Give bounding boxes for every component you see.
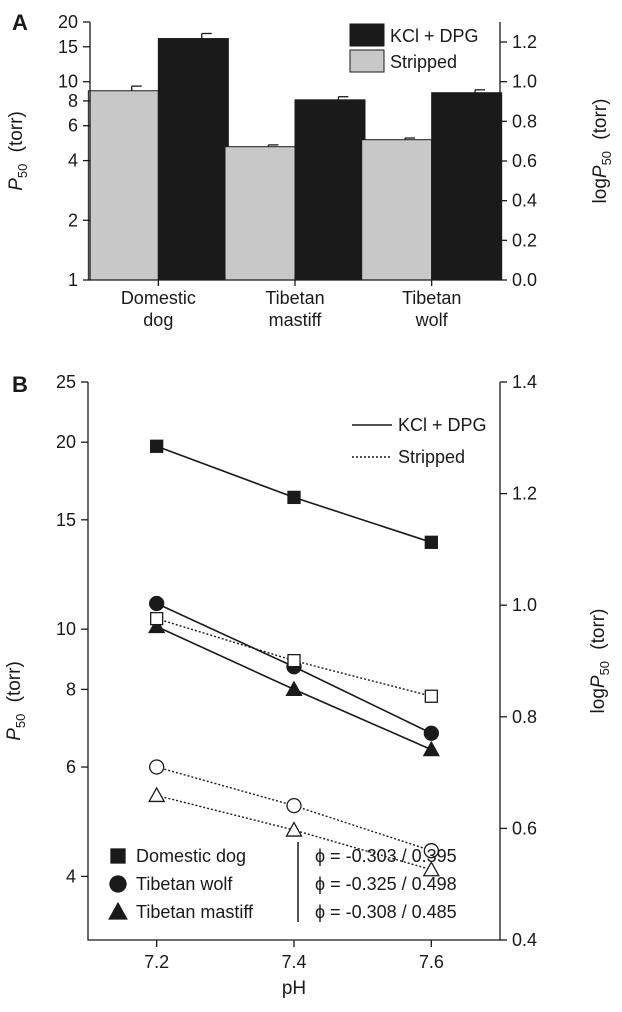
phi-value: ϕ = -0.325 / 0.498	[315, 874, 457, 894]
y-tick-label: 2	[68, 210, 78, 230]
marker-square	[150, 611, 164, 626]
y2-tick-label: 1.0	[512, 595, 537, 615]
legend-species-label: Tibetan wolf	[136, 874, 233, 894]
marker-circle	[286, 797, 302, 814]
x-tick-label: 7.6	[419, 952, 444, 972]
legend-swatch	[349, 49, 385, 73]
y2-axis-title: logP50 (torr)	[588, 609, 612, 714]
marker-triangle	[148, 617, 166, 634]
marker-circle	[149, 759, 165, 775]
bar	[361, 139, 433, 281]
panel-a-bar-chart: A Domestic dog Tibetan mastiff Tibetan wolf 1 2 4…	[6, 10, 614, 330]
marker-square	[424, 689, 438, 703]
y2-tick-label: 1.4	[512, 372, 537, 392]
marker-circle	[423, 843, 439, 859]
marker-square	[287, 490, 301, 505]
marker-triangle	[285, 680, 303, 697]
y2-tick-label: 1.0	[512, 72, 537, 92]
category-label: Tibetan wolf	[402, 288, 461, 330]
y-tick-label: 20	[58, 12, 78, 32]
bar	[224, 146, 296, 281]
legend-label: KCl + DPG	[398, 415, 487, 435]
y2-tick-label: 1.2	[512, 484, 537, 504]
x-tick-label: 7.4	[281, 952, 306, 972]
y-tick-label: 8	[68, 91, 78, 111]
marker-triangle	[285, 821, 303, 837]
y2-tick-label: 0.6	[512, 818, 537, 838]
marker-triangle	[422, 860, 440, 877]
phi-value: ϕ = -0.308 / 0.485	[315, 902, 457, 922]
marker-square	[110, 848, 126, 864]
x-axis-title: pH	[282, 978, 306, 999]
legend-species-label: Tibetan mastiff	[136, 902, 254, 922]
marker-circle	[109, 875, 127, 893]
legend-label: Stripped	[390, 52, 457, 72]
panel-label: B	[12, 372, 28, 397]
y-tick-label: 6	[66, 757, 76, 777]
legend-swatch	[349, 23, 385, 47]
bar	[157, 38, 229, 281]
y-tick-label: 4	[68, 151, 78, 171]
panel-label: A	[12, 10, 28, 35]
y2-tick-label: 0.4	[512, 191, 537, 211]
y2-tick-label: 0.2	[512, 230, 537, 250]
category-label: Tibetan mastiff	[265, 288, 324, 330]
y-tick-label: 1	[68, 270, 78, 290]
marker-circle	[149, 595, 165, 612]
y2-tick-label: 0.8	[512, 707, 537, 727]
y2-tick-label: 0.4	[512, 930, 537, 950]
y2-tick-label: 0.0	[512, 270, 537, 290]
y2-tick-label: 0.8	[512, 111, 537, 131]
legend-species-label: Domestic dog	[136, 846, 246, 866]
bar	[294, 99, 366, 281]
y-tick-label: 25	[56, 372, 76, 392]
y-tick-label: 8	[66, 679, 76, 699]
y-tick-label: 6	[68, 116, 78, 136]
marker-square	[287, 653, 301, 668]
x-tick-label: 7.2	[144, 952, 169, 972]
legend-label: KCl + DPG	[390, 26, 479, 46]
y2-tick-label: 1.2	[512, 32, 537, 52]
y2-tick-label: 0.6	[512, 151, 537, 171]
y-tick-label: 4	[66, 866, 76, 886]
bar	[87, 90, 159, 281]
y-tick-label: 10	[56, 619, 76, 639]
marker-circle	[423, 725, 439, 741]
marker-square	[150, 439, 164, 453]
y2-axis-title: logP50 (torr)	[590, 99, 614, 204]
y-axis-title: P50 (torr)	[4, 661, 28, 741]
y-tick-label: 10	[58, 72, 78, 92]
phi-value: ϕ = -0.303 / 0.395	[315, 846, 457, 866]
marker-triangle	[422, 740, 440, 757]
y-tick-label: 15	[58, 37, 78, 57]
y-axis-title: P50 (torr)	[6, 111, 30, 191]
marker-triangle	[108, 901, 128, 920]
category-label: Domestic dog	[121, 288, 196, 330]
panel-b-line-chart: B 4 6 8 10 15 20 25 0.4 0.6 0.8 1.0 1.2 1.4 7.2 7.4 7.6 p…	[4, 372, 612, 999]
legend-label: Stripped	[398, 447, 465, 467]
y-tick-label: 15	[56, 510, 76, 530]
y-tick-label: 20	[56, 432, 76, 452]
marker-triangle	[148, 786, 166, 803]
bar	[431, 92, 503, 281]
marker-square	[424, 535, 438, 549]
